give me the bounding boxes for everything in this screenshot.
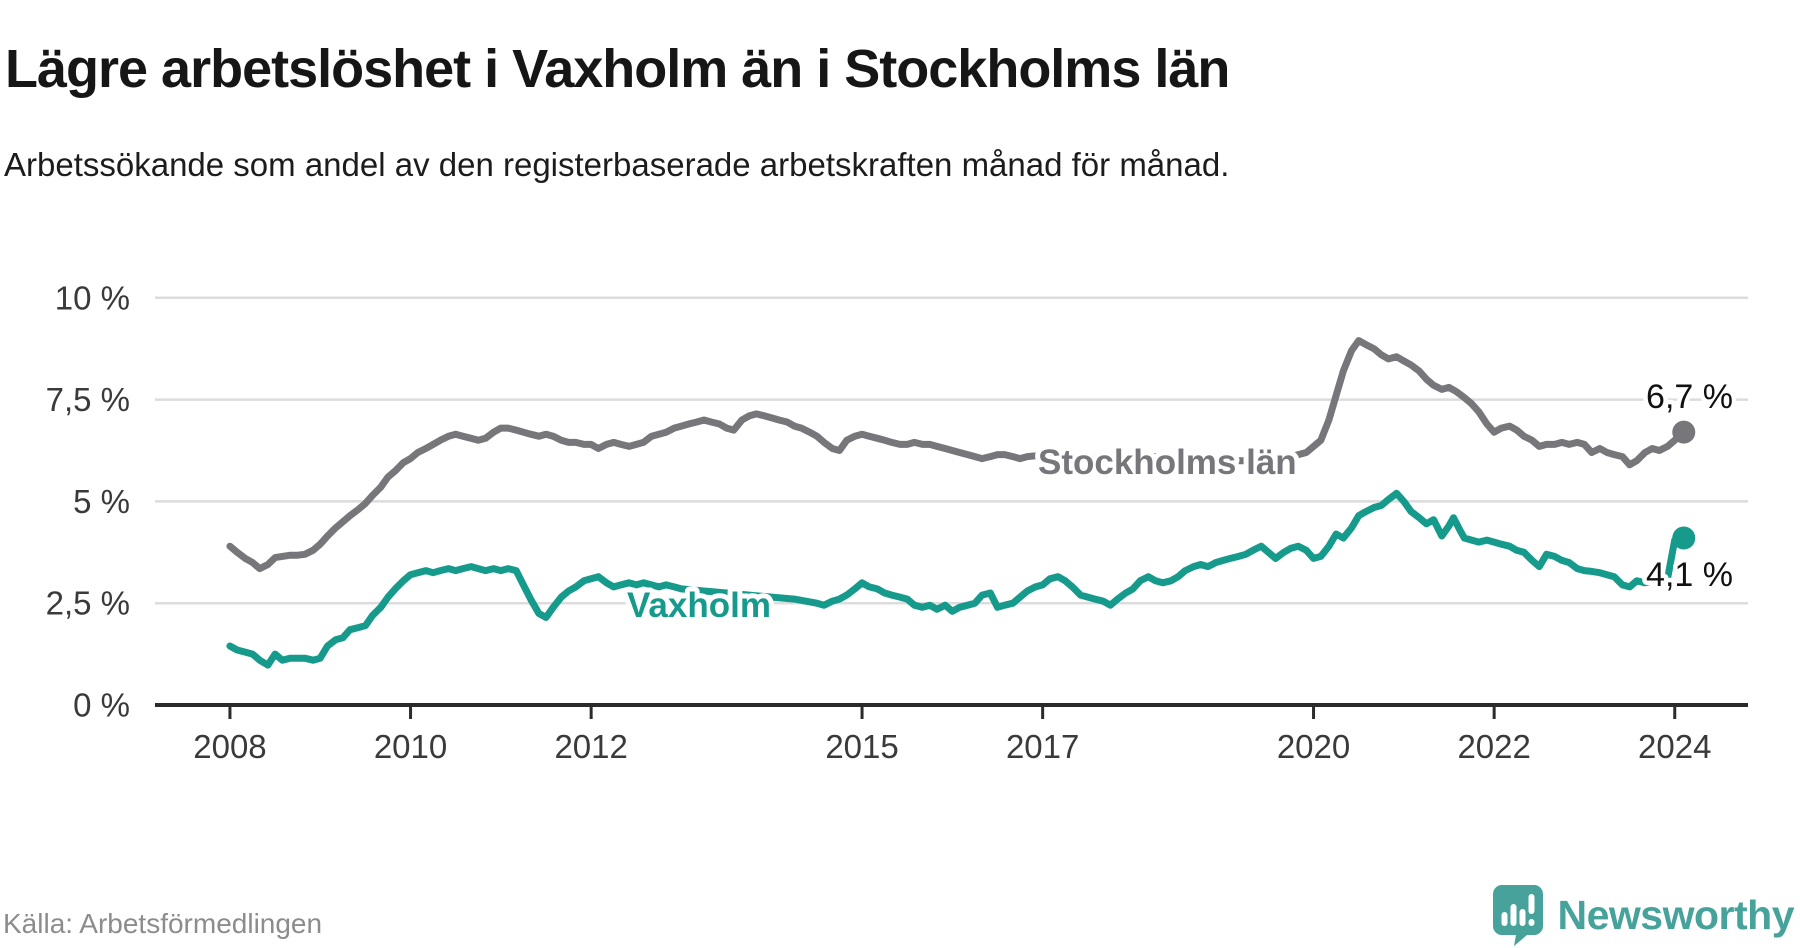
chart-subtitle: Arbetssökande som andel av den registerb… (4, 146, 1230, 183)
series-label-stockholms-l-n: Stockholms län (1038, 443, 1297, 482)
source-note: Källa: Arbetsförmedlingen (3, 908, 323, 939)
newsworthy-brand: Newsworthy (1492, 884, 1795, 946)
newsworthy-wordmark: Newsworthy (1557, 891, 1795, 938)
x-tick-label: 2008 (193, 728, 266, 765)
end-value-label-stockholms-l-n: 6,7 % (1646, 378, 1733, 416)
x-tick-label: 2017 (1006, 728, 1079, 765)
x-tick-label: 2015 (825, 728, 898, 765)
x-tick-label: 2020 (1277, 728, 1350, 765)
y-tick-label: 7,5 % (46, 381, 130, 418)
y-tick-label: 2,5 % (46, 585, 130, 622)
end-value-label-vaxholm: 4,1 % (1646, 556, 1733, 594)
x-tick-label: 2012 (554, 728, 627, 765)
x-tick-label: 2010 (374, 728, 447, 765)
end-dot-vaxholm (1672, 526, 1696, 550)
series-line-vaxholm (226, 489, 1688, 669)
y-tick-label: 5 % (73, 483, 130, 520)
x-tick-label: 2024 (1638, 728, 1711, 765)
series-label-vaxholm: Vaxholm (627, 586, 771, 625)
x-tick-label: 2022 (1457, 728, 1530, 765)
page-title: Lägre arbetslöshet i Vaxholm än i Stockh… (5, 39, 1230, 100)
y-tick-label: 10 % (55, 279, 130, 316)
y-tick-label: 0 % (73, 687, 130, 724)
series-line-stockholms-l-n (226, 337, 1688, 573)
newsworthy-logo-icon (1492, 884, 1544, 946)
end-dot-stockholms-l-n (1672, 420, 1696, 444)
